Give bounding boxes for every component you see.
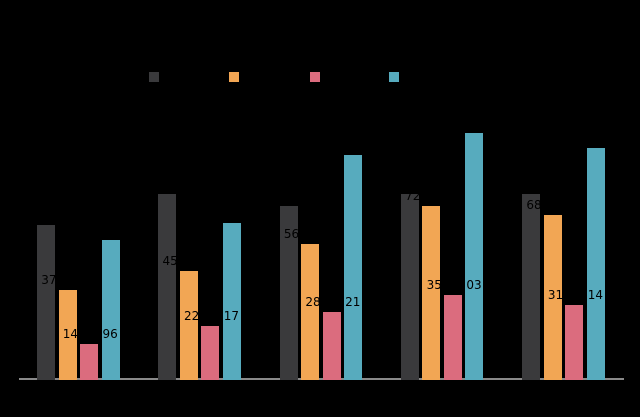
bar-dark-gray-group5 <box>522 193 541 380</box>
bar-label-orange-g2: 45 <box>162 253 178 268</box>
bar-orange-group3 <box>301 243 320 380</box>
bar-label-pink-left-g2: 22 <box>184 308 200 323</box>
bar-dark-gray-group2 <box>158 193 177 380</box>
legend-swatch-orange <box>229 72 239 82</box>
bar-orange-group5 <box>543 214 562 380</box>
bar-label-pink-left-g1: 14 <box>62 326 78 341</box>
bar-pink-group4 <box>443 294 462 380</box>
bar-teal-group1 <box>101 239 120 380</box>
bar-teal-group3 <box>344 154 363 380</box>
bar-label-pink-right-g3: 21 <box>345 294 361 309</box>
bar-label-pink-right-g5: 14 <box>587 287 603 302</box>
legend-swatch-dark-gray <box>149 72 159 82</box>
bar-label-pink-left-g5: 31 <box>547 287 564 302</box>
bar-orange-group2 <box>179 270 198 380</box>
bar-label-pink-left-g3: 28 <box>305 294 321 309</box>
bar-label-pink-right-g4: 03 <box>466 277 482 292</box>
bar-orange-group1 <box>58 289 77 380</box>
bar-label-orange-g1: 37 <box>41 272 57 287</box>
bar-pink-group3 <box>322 311 341 380</box>
bar-teal-group4 <box>465 132 484 380</box>
legend-swatch-teal <box>389 72 399 82</box>
bar-pink-group2 <box>201 325 220 380</box>
bar-orange-group4 <box>422 205 441 380</box>
bar-label-pink-right-g2: 17 <box>223 308 240 323</box>
bar-dark-gray-group4 <box>400 193 419 380</box>
bar-dark-gray-group3 <box>279 205 298 380</box>
x-axis-line <box>19 378 624 380</box>
bar-teal-group5 <box>586 147 605 380</box>
bar-teal-group2 <box>222 222 241 380</box>
bar-pink-group1 <box>80 343 98 380</box>
legend-swatch-pink <box>310 72 320 82</box>
bar-label-pink-right-g1: 96 <box>102 326 118 341</box>
bar-label-orange-g3: 56 <box>283 226 300 241</box>
bar-label-orange-g5: 68 <box>526 197 542 212</box>
bar-label-orange-g4: 72 <box>405 188 421 203</box>
bar-label-pink-left-g4: 35 <box>426 277 442 292</box>
bar-dark-gray-group1 <box>37 224 55 380</box>
bar-pink-group5 <box>565 304 584 380</box>
